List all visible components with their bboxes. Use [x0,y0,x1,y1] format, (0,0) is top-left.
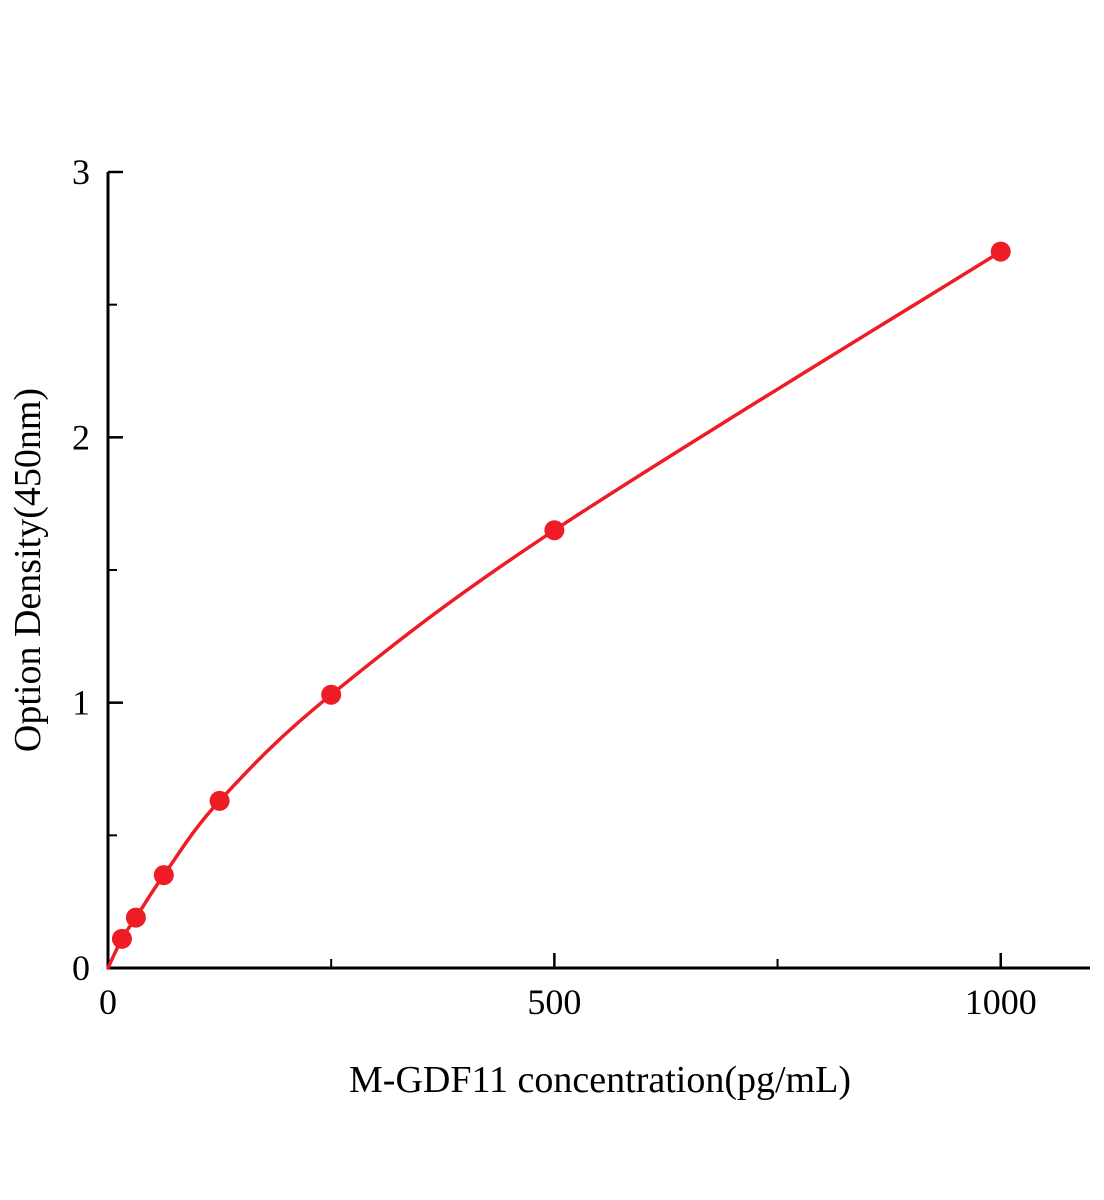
y-tick-label: 2 [72,417,90,457]
data-point [321,684,342,705]
x-tick-label: 1000 [965,982,1037,1022]
y-tick-label: 3 [72,152,90,192]
data-point [125,907,146,928]
y-axis-title: Option Density(450nm) [7,388,49,752]
chart-plot-area: 0 500 1000 0 1 2 3 [72,152,1090,1022]
data-point [153,865,174,886]
data-point [990,241,1011,262]
x-tick-label: 500 [527,982,581,1022]
curve-line [106,249,1003,970]
x-axis-title: M-GDF11 concentration(pg/mL) [349,1059,851,1101]
data-point [544,520,565,541]
y-tick-label: 1 [72,683,90,723]
data-point [209,790,230,811]
x-tick-label: 0 [99,982,117,1022]
data-point [111,928,132,949]
y-tick-label: 0 [72,948,90,988]
